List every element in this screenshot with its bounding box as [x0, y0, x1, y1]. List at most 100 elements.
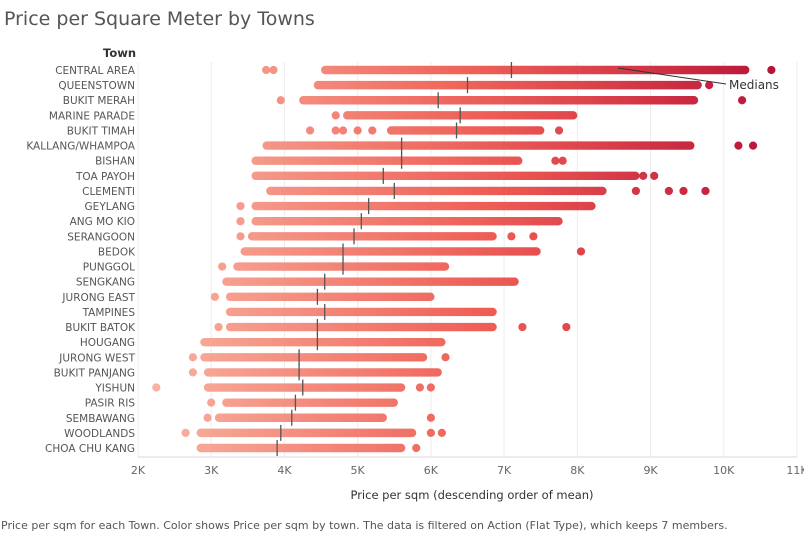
- price-strip: [225, 307, 497, 317]
- outlier-point: [331, 111, 340, 120]
- town-label: BUKIT TIMAH: [67, 125, 135, 137]
- outlier-point: [734, 141, 743, 150]
- outlier-point: [639, 171, 648, 180]
- chart-title: Price per Square Meter by Towns: [4, 8, 315, 30]
- outlier-point: [650, 171, 659, 180]
- annotation-line: [617, 67, 727, 85]
- outlier-point: [701, 186, 710, 196]
- outlier-point: [236, 201, 245, 211]
- outlier-point: [419, 292, 428, 301]
- outlier-point: [705, 81, 714, 90]
- price-strip: [251, 201, 596, 211]
- outlier-point: [353, 126, 362, 135]
- outlier-point: [305, 126, 315, 135]
- outlier-point: [152, 383, 161, 392]
- price-strip: [313, 80, 702, 90]
- outlier-point: [210, 292, 219, 301]
- town-label: BUKIT PANJANG: [54, 367, 135, 379]
- outlier-point: [236, 217, 245, 226]
- outlier-point: [188, 368, 198, 377]
- x-tick-label: 8K: [570, 464, 585, 477]
- outlier-point: [412, 443, 421, 453]
- price-strip: [266, 186, 607, 196]
- price-strip: [251, 156, 523, 165]
- price-strip: [203, 383, 406, 392]
- price-strip: [247, 232, 497, 241]
- price-strip: [233, 262, 450, 271]
- town-label: PASIR RIS: [85, 398, 136, 410]
- town-label: QUEENSTOWN: [58, 80, 135, 92]
- outlier-point: [426, 383, 435, 392]
- price-strip: [203, 368, 442, 377]
- town-label: YISHUN: [94, 383, 135, 395]
- x-tick-label: 2K: [131, 464, 146, 477]
- x-tick-label: 11K: [786, 464, 804, 477]
- x-tick-label: 10K: [713, 464, 735, 477]
- median-annotation: Medians: [617, 67, 779, 92]
- town-labels: CENTRAL AREA QUEENSTOWN BUKIT MERAH MARINE …: [26, 65, 136, 455]
- town-label: JURONG EAST: [61, 292, 135, 304]
- outlier-point: [748, 141, 758, 150]
- outlier-point: [181, 428, 190, 437]
- outlier-point: [276, 96, 285, 105]
- outlier-point: [551, 156, 560, 165]
- price-strip: [240, 247, 541, 256]
- price-strip: [251, 217, 563, 226]
- outlier-point: [562, 322, 571, 332]
- price-strip: [225, 322, 497, 332]
- outlier-point: [767, 65, 776, 75]
- x-tick-label: 6K: [424, 464, 439, 477]
- town-label: BUKIT MERAH: [63, 95, 135, 107]
- town-label: JURONG WEST: [58, 352, 135, 364]
- outlier-point: [529, 232, 538, 241]
- x-tick-label: 7K: [497, 464, 512, 477]
- chart-caption: Price per sqm for each Town. Color shows…: [1, 519, 728, 532]
- outlier-point: [236, 232, 245, 241]
- town-label: ANG MO KIO: [70, 216, 135, 228]
- price-strip: [299, 96, 699, 105]
- price-strip: [262, 141, 695, 150]
- outlier-point: [203, 413, 212, 422]
- median-markers: [276, 62, 513, 456]
- town-label: GEYLANG: [85, 201, 135, 213]
- price-strip: [200, 337, 446, 347]
- outlier-point: [507, 232, 516, 241]
- outlier-point: [631, 186, 641, 196]
- outlier-point: [426, 428, 435, 437]
- y-axis-label: Town: [103, 46, 137, 60]
- outlier-point: [338, 126, 348, 135]
- price-strip: [386, 126, 545, 135]
- outlier-point: [218, 262, 227, 271]
- outlier-point: [214, 322, 223, 332]
- town-label: TAMPINES: [82, 307, 136, 319]
- outlier-point: [518, 322, 527, 332]
- price-strip: [222, 277, 519, 286]
- x-tick-label: 4K: [277, 464, 292, 477]
- price-strip: [214, 413, 387, 422]
- price-strip: [200, 353, 428, 362]
- x-tick-label: 5K: [351, 464, 366, 477]
- town-label: PUNGGOL: [83, 262, 135, 274]
- annotation-text: Medians: [729, 78, 779, 92]
- x-tick-label: 3K: [204, 464, 219, 477]
- town-label: BUKIT BATOK: [65, 322, 136, 334]
- outlier-point: [558, 156, 567, 165]
- gridlines: [137, 62, 798, 458]
- price-strip: [196, 443, 406, 453]
- price-strip: [225, 292, 435, 301]
- outlier-point: [262, 65, 271, 75]
- outlier-point: [554, 126, 564, 135]
- outlier-point: [331, 126, 340, 135]
- town-label: HOUGANG: [80, 337, 135, 349]
- town-label: CHOA CHU KANG: [45, 443, 135, 455]
- price-strip: [251, 171, 640, 181]
- outlier-point: [679, 186, 688, 196]
- town-label: MARINE PARADE: [49, 110, 135, 122]
- town-label: TOA PAYOH: [75, 171, 135, 183]
- town-label: SERANGOON: [67, 231, 135, 243]
- outlier-point: [426, 413, 435, 422]
- price-strip: [222, 398, 398, 407]
- outlier-point: [207, 398, 216, 407]
- outlier-point: [437, 428, 446, 437]
